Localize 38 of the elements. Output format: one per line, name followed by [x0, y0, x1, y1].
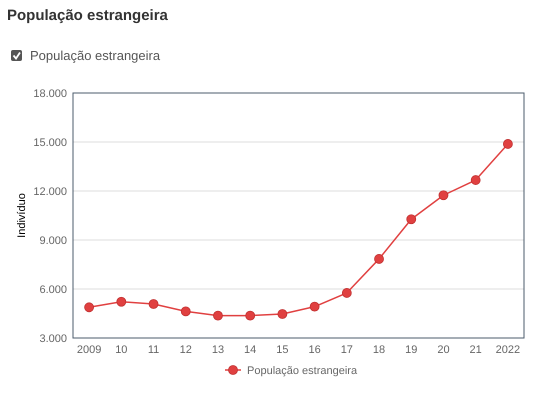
- legend-label: População estrangeira: [247, 365, 358, 377]
- point: [406, 214, 416, 224]
- point: [310, 302, 320, 312]
- text: População estrangeira: [30, 48, 161, 63]
- y-tick-label: 12.000: [33, 186, 67, 198]
- point: [213, 310, 223, 321]
- x-tick-label: 21: [470, 344, 482, 356]
- x-tick-label: 10: [115, 344, 128, 356]
- point: [470, 175, 481, 185]
- point: [180, 306, 191, 316]
- x-tick-label: 11: [148, 344, 160, 356]
- x-tick-label: 2022: [496, 344, 520, 356]
- point: [148, 299, 158, 309]
- x-tick-label: 14: [244, 344, 256, 356]
- y-tick-label: 3.000: [39, 333, 67, 345]
- point: [84, 302, 94, 312]
- point: [374, 254, 384, 264]
- point: [245, 310, 256, 321]
- y-tick-label: 18.000: [33, 88, 67, 100]
- point: [342, 288, 352, 298]
- x-tick-label: 19: [405, 344, 418, 356]
- x-tick-label: 20: [437, 344, 450, 356]
- point: [116, 296, 126, 307]
- point: [277, 309, 288, 319]
- y-tick-label: 9.000: [39, 235, 67, 247]
- y-axis-title: Indivíduo: [16, 193, 28, 238]
- y-tick-label: 6.000: [39, 284, 67, 296]
- point: [502, 139, 513, 149]
- x-tick-label: 2009: [76, 344, 102, 356]
- x-tick-label: 16: [308, 344, 321, 356]
- y-tick-label: 15.000: [33, 137, 67, 149]
- chart-title: População estrangeira: [7, 7, 169, 24]
- x-tick-label: 17: [340, 344, 353, 356]
- x-tick-label: 13: [212, 344, 224, 356]
- point: [438, 190, 448, 200]
- x-tick-label: 12: [180, 344, 192, 356]
- x-tick-label: 18: [372, 344, 386, 356]
- x-tick-label: 15: [276, 344, 289, 356]
